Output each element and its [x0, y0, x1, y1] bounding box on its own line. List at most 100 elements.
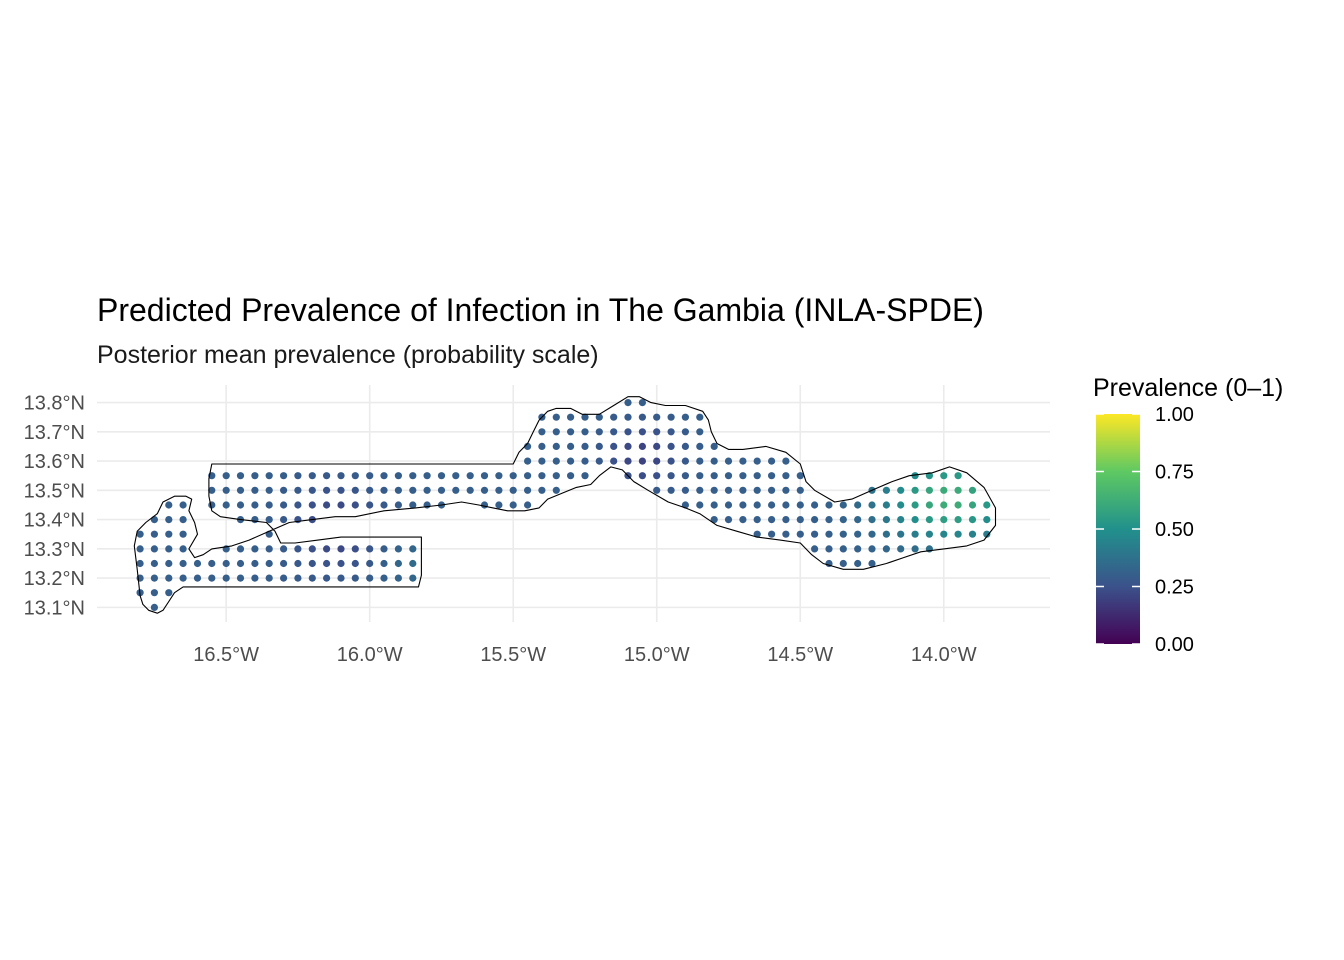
- prediction-point: [940, 530, 948, 538]
- prediction-point: [394, 559, 402, 568]
- prediction-point: [753, 516, 761, 524]
- prediction-point: [724, 501, 733, 509]
- prediction-point: [265, 574, 273, 582]
- prediction-point: [552, 486, 560, 494]
- legend-tick-label: 0.25: [1155, 577, 1194, 599]
- prediction-point: [768, 516, 776, 524]
- prediction-point: [638, 457, 647, 465]
- prediction-point: [667, 457, 675, 465]
- prediction-point: [538, 457, 546, 465]
- prediction-point: [696, 486, 704, 494]
- prediction-point: [308, 545, 316, 553]
- prediction-point: [552, 457, 560, 465]
- prediction-point: [251, 559, 259, 568]
- prediction-point: [222, 501, 230, 509]
- prediction-point: [925, 501, 934, 509]
- prediction-point: [768, 472, 776, 480]
- x-tick-label: 14.5°W: [767, 644, 833, 666]
- y-tick-label: 13.8°N: [24, 393, 85, 415]
- prediction-point: [954, 486, 962, 494]
- prediction-point: [653, 428, 661, 436]
- prediction-point: [724, 486, 733, 494]
- prediction-point: [351, 559, 359, 568]
- prediction-point: [524, 457, 532, 465]
- y-tick-label: 13.6°N: [24, 451, 85, 473]
- prediction-point: [782, 530, 790, 538]
- prediction-point: [366, 501, 374, 509]
- prediction-point: [581, 472, 589, 480]
- prediction-point: [710, 516, 718, 524]
- x-tick-label: 16.0°W: [337, 644, 403, 666]
- prediction-point: [409, 501, 417, 509]
- prediction-point: [954, 516, 962, 524]
- prediction-point: [236, 559, 245, 568]
- prediction-point: [653, 472, 661, 480]
- prediction-point: [280, 545, 288, 553]
- prediction-point: [294, 486, 302, 494]
- prediction-point: [839, 501, 847, 509]
- prediction-point: [724, 472, 733, 480]
- prediction-point: [768, 530, 776, 538]
- prediction-point: [351, 545, 359, 553]
- prediction-point: [739, 501, 747, 509]
- prediction-point: [868, 530, 876, 538]
- prediction-point: [308, 501, 316, 509]
- prediction-point: [524, 486, 532, 494]
- prediction-point: [782, 516, 790, 524]
- prediction-point: [222, 559, 230, 568]
- prediction-point: [538, 472, 546, 480]
- legend-tick-label: 0.75: [1155, 462, 1194, 484]
- prediction-point: [724, 457, 733, 465]
- prediction-point: [638, 442, 647, 450]
- prediction-point: [567, 472, 575, 480]
- prediction-point: [710, 442, 718, 450]
- prediction-point: [882, 545, 891, 553]
- prediction-point: [452, 486, 460, 494]
- prediction-point: [753, 486, 761, 494]
- legend-tick-label: 0.50: [1155, 519, 1194, 541]
- prediction-point: [179, 530, 187, 538]
- prediction-point: [380, 486, 388, 494]
- prediction-point: [882, 516, 891, 524]
- prediction-point: [280, 516, 288, 524]
- prediction-point: [165, 530, 173, 538]
- chart-subtitle: Posterior mean prevalence (probability s…: [97, 341, 599, 369]
- prediction-point: [165, 516, 173, 524]
- prediction-point: [366, 545, 374, 553]
- prediction-point: [380, 559, 388, 568]
- prediction-point: [208, 501, 216, 509]
- prediction-point: [294, 501, 302, 509]
- prediction-point: [366, 574, 374, 582]
- prediction-point: [150, 545, 158, 553]
- legend-tick-label: 1.00: [1155, 404, 1194, 426]
- prediction-point: [739, 516, 747, 524]
- prediction-point: [811, 516, 819, 524]
- prediction-point: [423, 501, 431, 509]
- prediction-point: [954, 501, 962, 509]
- prediction-point: [351, 472, 359, 480]
- prediction-point: [150, 530, 158, 538]
- prediction-point: [638, 428, 647, 436]
- prediction-point: [409, 472, 417, 480]
- x-tick-label: 15.5°W: [480, 644, 546, 666]
- prediction-point: [925, 486, 934, 494]
- prediction-point: [624, 428, 632, 436]
- prediction-point: [796, 530, 804, 538]
- prediction-point: [667, 486, 675, 494]
- prediction-point: [610, 413, 618, 421]
- prediction-point: [538, 442, 546, 450]
- prediction-point: [653, 457, 661, 465]
- prediction-point: [323, 486, 331, 494]
- prediction-point: [351, 574, 359, 582]
- prediction-point: [696, 428, 704, 436]
- prediction-point: [452, 472, 460, 480]
- prediction-point: [940, 501, 948, 509]
- prediction-point: [854, 516, 862, 524]
- prediction-point: [380, 545, 388, 553]
- prediction-point: [739, 486, 747, 494]
- prediction-point: [681, 428, 690, 436]
- prediction-point: [983, 530, 991, 538]
- prediction-point: [236, 501, 245, 509]
- prediction-point: [337, 472, 345, 480]
